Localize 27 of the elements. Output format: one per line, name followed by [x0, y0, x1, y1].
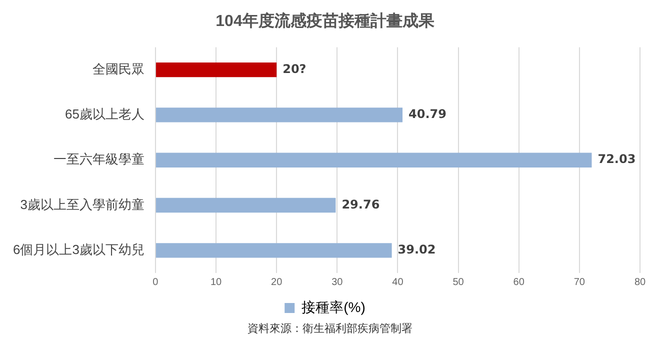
bar: [156, 62, 277, 78]
legend-label: 接種率(%): [302, 298, 366, 315]
y-tick-label: 全國民眾: [92, 61, 144, 76]
data-label: 40.79: [408, 107, 446, 122]
x-tick-label: 10: [210, 276, 222, 288]
bar: [156, 108, 403, 122]
x-tick-label: 50: [452, 276, 464, 288]
x-tick-label: 20: [271, 276, 283, 288]
bar: [156, 152, 592, 168]
source-note: 資料來源：衛生福利部疾病管制署: [246, 321, 414, 336]
x-tick-label: 70: [574, 276, 586, 288]
x-tick-label: 30: [332, 276, 344, 288]
x-tick-label: 40: [392, 276, 404, 288]
data-label: 29.76: [342, 197, 380, 212]
chart-title: 104年度流感疫苗接種計畫成果: [216, 11, 436, 30]
data-label: 72.03: [598, 152, 636, 166]
x-tick-label: 0: [152, 276, 159, 288]
x-tick-label: 60: [513, 276, 525, 288]
data-label: 20?: [282, 62, 306, 76]
y-tick-label: 65歲以上老人: [64, 106, 144, 122]
y-tick-label: 3歲以上至入學前幼童: [20, 196, 144, 212]
x-tick-label: 80: [634, 276, 646, 288]
y-tick-label: 6個月以上3歲以下幼兒: [12, 242, 144, 257]
bar: [156, 243, 392, 258]
data-label: 39.02: [398, 242, 436, 257]
y-tick-label: 一至六年級學童: [53, 152, 144, 167]
bar: [156, 198, 336, 213]
